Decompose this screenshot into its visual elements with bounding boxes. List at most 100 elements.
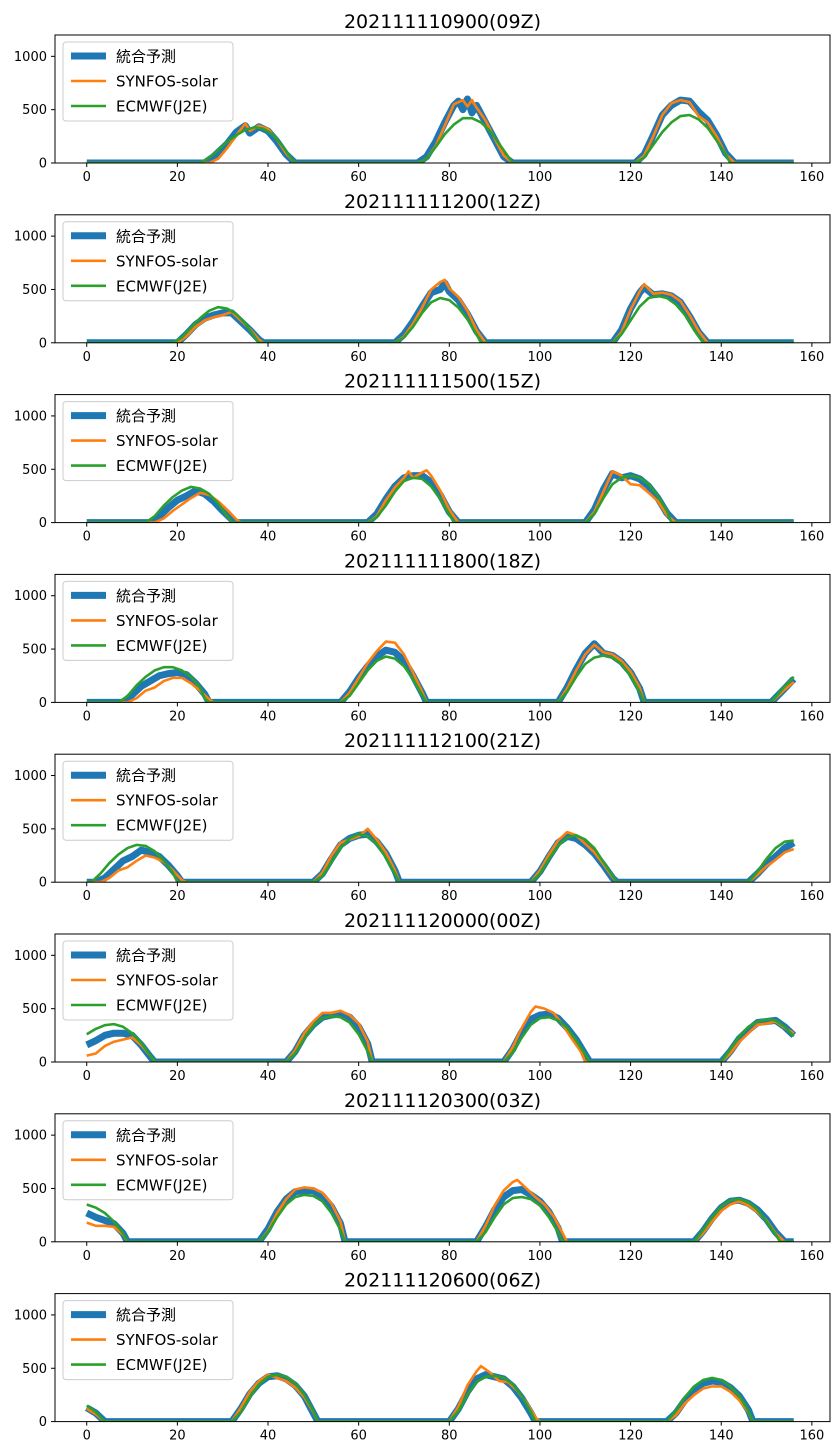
x-tick-label: 80 xyxy=(441,530,458,545)
x-tick-label: 100 xyxy=(528,530,553,545)
chart-title: 202111120000(00Z) xyxy=(344,910,541,932)
x-tick-label: 60 xyxy=(350,889,367,904)
series-line-1 xyxy=(86,278,794,343)
x-tick-label: 60 xyxy=(350,1249,367,1264)
legend-label: ECMWF(J2E) xyxy=(116,1176,208,1194)
legend-label: ECMWF(J2E) xyxy=(116,817,208,835)
y-tick-label: 0 xyxy=(39,516,47,531)
plot-area xyxy=(86,827,796,883)
x-tick-label: 140 xyxy=(709,530,734,545)
legend-box xyxy=(62,41,234,122)
legend-label: SYNFOS-solar xyxy=(116,612,219,630)
series-line-2 xyxy=(86,1014,795,1062)
x-tick-label: 120 xyxy=(618,889,643,904)
x-tick-label: 120 xyxy=(618,1069,643,1084)
series-line-0 xyxy=(85,1010,797,1062)
x-tick-label: 160 xyxy=(799,1069,824,1084)
series-line-0 xyxy=(84,1371,794,1422)
x-tick-label: 120 xyxy=(618,1429,643,1444)
x-tick-label: 0 xyxy=(83,1429,91,1444)
x-tick-label: 80 xyxy=(441,350,458,365)
x-tick-label: 140 xyxy=(709,1069,734,1084)
legend-box xyxy=(62,940,234,1021)
y-tick-label: 1000 xyxy=(14,1308,47,1323)
y-tick-label: 500 xyxy=(22,103,47,118)
series-line-2 xyxy=(86,474,794,523)
legend-box xyxy=(62,760,234,841)
x-tick-label: 100 xyxy=(528,889,553,904)
x-tick-label: 80 xyxy=(441,1069,458,1084)
plot-area xyxy=(86,469,794,523)
legend-label: SYNFOS-solar xyxy=(116,1331,219,1349)
x-tick-label: 140 xyxy=(709,350,734,365)
x-tick-label: 0 xyxy=(83,530,91,545)
chart-title: 202111110900(09Z) xyxy=(344,11,541,33)
x-tick-label: 80 xyxy=(441,1429,458,1444)
series-line-2 xyxy=(86,832,794,883)
legend-label: SYNFOS-solar xyxy=(116,432,219,450)
series-line-1 xyxy=(86,98,794,163)
x-tick-label: 160 xyxy=(799,1429,824,1444)
y-tick-label: 0 xyxy=(39,696,47,711)
plot-area xyxy=(86,278,794,343)
plot-area xyxy=(85,1178,794,1242)
x-tick-label: 120 xyxy=(618,530,643,545)
legend: 統合予測 SYNFOS-solar ECMWF(J2E) xyxy=(62,401,234,482)
series-line-1 xyxy=(86,640,795,703)
x-tick-label: 100 xyxy=(528,1429,553,1444)
chart-panel-6: 202111120300(03Z) 0 20 40 60 80 100 120 140 160 0 5… xyxy=(14,1090,831,1264)
axes-frame xyxy=(54,34,831,164)
chart-title: 202111112100(21Z) xyxy=(344,730,541,752)
x-tick-label: 40 xyxy=(260,709,277,724)
series-line-1 xyxy=(86,1364,794,1422)
y-tick-label: 1000 xyxy=(14,949,47,964)
plot-area xyxy=(86,95,794,163)
legend-label: 統合予測 xyxy=(116,48,176,66)
chart-panel-7: 202111120600(06Z) 0 20 40 60 80 100 120 140 160 0 5… xyxy=(14,1270,831,1444)
y-tick-label: 0 xyxy=(39,1235,47,1250)
x-tick-label: 140 xyxy=(709,1429,734,1444)
x-tick-label: 40 xyxy=(260,1429,277,1444)
series-line-2 xyxy=(86,294,794,343)
legend-label: ECMWF(J2E) xyxy=(116,457,208,475)
axes-frame xyxy=(54,1113,831,1243)
y-tick-label: 0 xyxy=(39,1415,47,1430)
x-tick-label: 100 xyxy=(528,1069,553,1084)
x-tick-label: 0 xyxy=(83,1069,91,1084)
x-tick-label: 0 xyxy=(83,1249,91,1264)
legend-label: ECMWF(J2E) xyxy=(116,1356,208,1374)
chart-title: 202111120600(06Z) xyxy=(344,1270,541,1292)
axes-frame xyxy=(54,214,831,344)
series-line-0 xyxy=(86,830,796,883)
x-tick-label: 120 xyxy=(618,170,643,185)
x-tick-label: 40 xyxy=(260,889,277,904)
x-tick-label: 60 xyxy=(350,1429,367,1444)
series-line-2 xyxy=(85,1373,794,1422)
x-tick-label: 20 xyxy=(169,889,186,904)
legend-box xyxy=(62,580,234,661)
series-line-2 xyxy=(86,1193,794,1242)
chart-title: 202111111500(15Z) xyxy=(344,371,541,393)
axes-frame xyxy=(54,1293,831,1423)
x-tick-label: 60 xyxy=(350,1069,367,1084)
x-tick-label: 60 xyxy=(350,350,367,365)
series-line-2 xyxy=(86,654,795,703)
x-tick-label: 160 xyxy=(799,889,824,904)
y-tick-label: 1000 xyxy=(14,409,47,424)
y-tick-label: 1000 xyxy=(14,230,47,245)
legend: 統合予測 SYNFOS-solar ECMWF(J2E) xyxy=(62,940,234,1021)
legend-label: ECMWF(J2E) xyxy=(116,98,208,116)
x-tick-label: 160 xyxy=(799,1249,824,1264)
x-tick-label: 120 xyxy=(618,350,643,365)
x-tick-label: 40 xyxy=(260,1069,277,1084)
axes-frame xyxy=(54,394,831,524)
axes-frame xyxy=(54,933,831,1063)
y-tick-label: 500 xyxy=(22,643,47,658)
legend-box xyxy=(62,1300,234,1381)
y-tick-label: 0 xyxy=(39,157,47,172)
x-tick-label: 0 xyxy=(83,709,91,724)
series-line-2 xyxy=(86,113,794,163)
x-tick-label: 160 xyxy=(799,350,824,365)
legend-label: SYNFOS-solar xyxy=(116,73,219,91)
legend-box xyxy=(62,221,234,302)
